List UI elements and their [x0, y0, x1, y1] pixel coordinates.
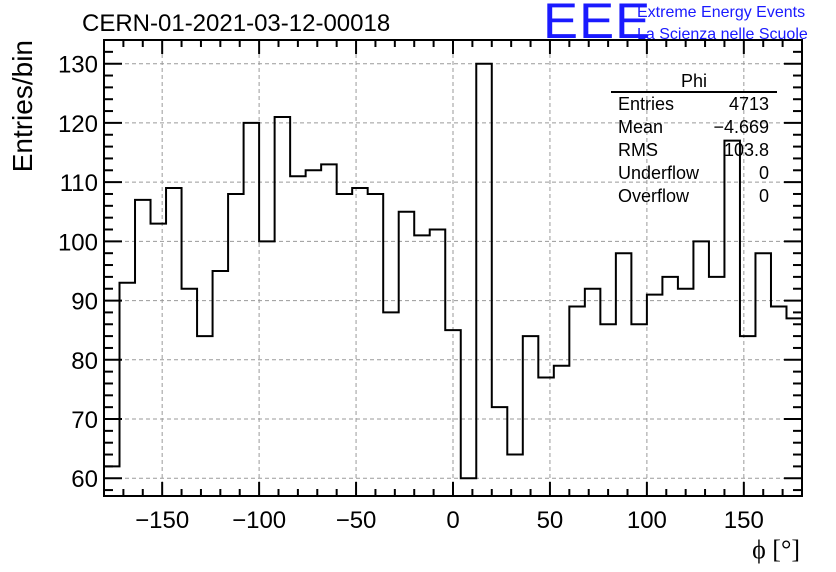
histogram-bin [430, 230, 446, 496]
histogram-bin [647, 295, 663, 496]
stats-value: −4.669 [713, 117, 769, 137]
stats-label: Underflow [618, 163, 700, 183]
histogram-bin [151, 224, 167, 496]
histogram-bin [600, 324, 616, 496]
histogram-bin [507, 455, 523, 496]
histogram-bin [244, 123, 260, 496]
histogram-bin [740, 336, 756, 496]
histogram-bin [709, 277, 725, 496]
stats-row-rms: RMS 103.8 [611, 139, 777, 162]
x-tick-label: 0 [446, 507, 459, 534]
org-subtitle: La Scienza nelle Scuole [637, 26, 808, 43]
y-tick-label: 70 [71, 407, 98, 434]
histogram-bin [104, 466, 120, 496]
histogram-bin [135, 200, 151, 496]
x-tick-label: 100 [627, 507, 667, 534]
histogram-bin [538, 378, 554, 496]
histogram-bin [368, 194, 384, 496]
y-tick-label: 80 [71, 348, 98, 375]
histogram-bin [352, 188, 368, 496]
histogram-bin [306, 170, 322, 496]
grid-lines [104, 40, 802, 496]
y-tick-label: 90 [71, 289, 98, 316]
histogram-bin [197, 336, 213, 496]
axis-ticks [103, 39, 803, 496]
y-tick-label: 120 [58, 111, 98, 138]
histogram-outline [103, 62, 803, 496]
x-axis-label: ϕ [°] [752, 535, 800, 564]
y-tick-labels: 60 70 80 90 100 110 120 130 [58, 52, 98, 494]
stats-value: 0 [758, 163, 769, 183]
stats-value: 103.8 [723, 140, 769, 160]
org-name: Extreme Energy Events [637, 4, 806, 21]
y-tick-label: 60 [71, 466, 98, 493]
x-tick-label: −100 [232, 507, 286, 534]
histogram-bin [492, 407, 508, 496]
histogram-bin [616, 253, 632, 496]
histogram-bin [275, 117, 291, 496]
x-tick-label: 150 [724, 507, 764, 534]
x-tick-label: −150 [135, 507, 189, 534]
eee-logo: EEE [543, 0, 652, 49]
y-tick-label: 100 [58, 229, 98, 256]
stats-row-overflow: Overflow 0 [611, 185, 777, 208]
stats-label: Entries [618, 94, 675, 114]
stats-title: Phi [611, 72, 777, 93]
histogram-bin [771, 306, 787, 496]
histogram-bin [662, 277, 678, 496]
histogram-bin [259, 241, 275, 496]
histogram-bin [337, 194, 353, 496]
histogram-bin [321, 164, 337, 496]
x-tick-label: 50 [537, 507, 564, 534]
histogram-bin [120, 283, 136, 496]
histogram-bin [678, 289, 694, 496]
histogram-bin [290, 176, 306, 496]
histogram-bin [554, 366, 570, 496]
x-tick-label: −50 [336, 507, 377, 534]
stats-label: Mean [618, 117, 664, 137]
histogram-bin [399, 212, 415, 496]
stats-label: RMS [618, 140, 658, 160]
run-title: CERN-01-2021-03-12-00018 [82, 10, 391, 37]
histogram-bin [523, 336, 539, 496]
stats-value: 4713 [728, 94, 769, 114]
stats-box: Phi Entries 4713 Mean −4.669 RMS 103.8 U… [611, 72, 777, 208]
stats-row-mean: Mean −4.669 [611, 116, 777, 139]
stats-row-entries: Entries 4713 [611, 93, 777, 116]
stats-value: 0 [758, 186, 769, 206]
histogram-bin [213, 271, 229, 496]
stats-label: Overflow [618, 186, 690, 206]
histogram-bin [414, 235, 430, 496]
y-tick-label: 130 [58, 52, 98, 79]
y-tick-label: 110 [60, 170, 98, 197]
histogram-bin [693, 241, 709, 496]
histogram-bin [461, 478, 477, 496]
stats-row-underflow: Underflow 0 [611, 162, 777, 185]
histogram-bin [383, 312, 399, 496]
histogram-bin [476, 64, 492, 496]
x-tick-labels: −150 −100 −50 0 50 100 150 [135, 507, 764, 534]
histogram-bin [228, 194, 244, 496]
histogram-bin [182, 289, 198, 496]
histogram-bin [585, 289, 601, 496]
histogram-bin [166, 188, 182, 496]
histogram-bin [755, 253, 771, 496]
histogram-bin [445, 330, 461, 496]
histogram-bin [631, 324, 647, 496]
histogram-bin [569, 306, 585, 496]
y-axis-label: Entries/bin [7, 40, 38, 172]
